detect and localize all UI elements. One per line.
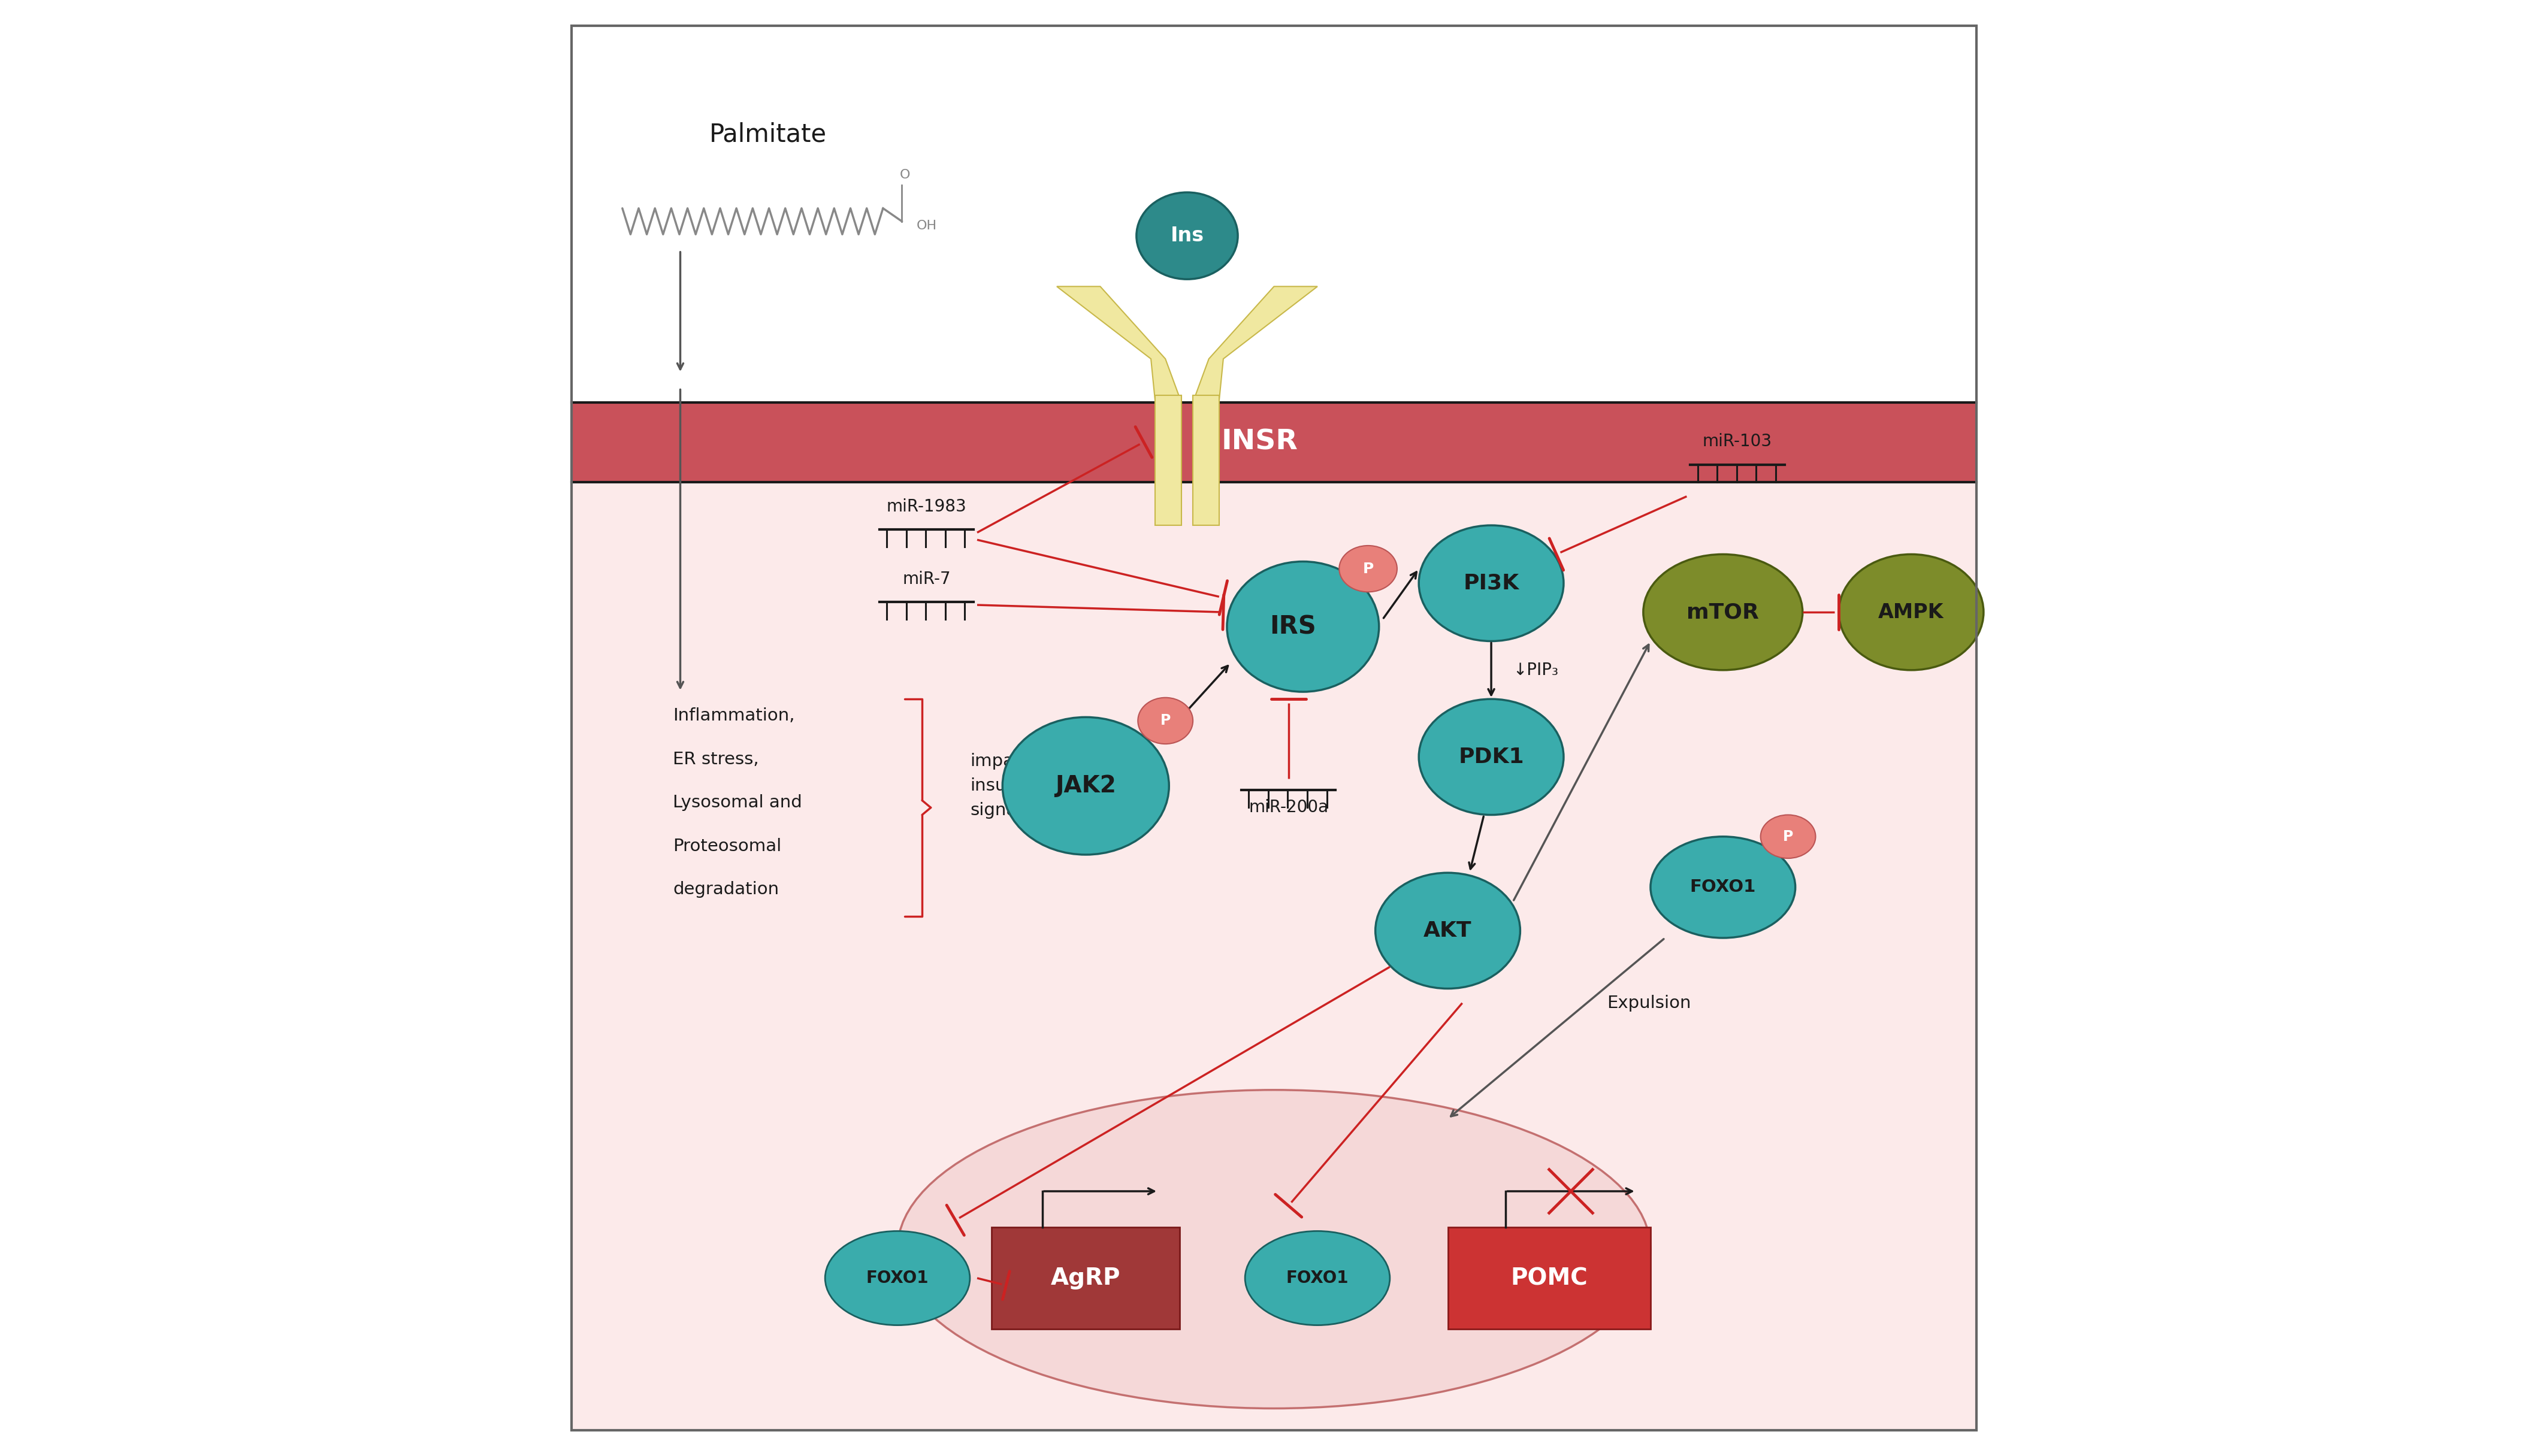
Text: mTOR: mTOR (1687, 601, 1758, 622)
Polygon shape (1192, 287, 1317, 402)
Ellipse shape (1761, 815, 1817, 858)
Text: ↓PIP₃: ↓PIP₃ (1514, 661, 1559, 678)
Text: Inflammation,: Inflammation, (673, 708, 795, 724)
Text: miR-1983: miR-1983 (887, 498, 966, 515)
Ellipse shape (1228, 562, 1378, 692)
Bar (571, 26, 1977, 402)
Polygon shape (1057, 287, 1182, 402)
Ellipse shape (1651, 837, 1796, 938)
Text: AMPK: AMPK (1878, 603, 1944, 622)
Text: P: P (1363, 562, 1373, 577)
Text: INSR: INSR (1220, 428, 1297, 456)
Ellipse shape (1340, 546, 1396, 593)
Text: PI3K: PI3K (1463, 574, 1519, 594)
Text: Proteosomal: Proteosomal (673, 837, 782, 855)
Text: AKT: AKT (1424, 920, 1473, 941)
Bar (1192, 395, 1218, 526)
Text: P: P (1784, 830, 1794, 844)
FancyBboxPatch shape (1447, 1227, 1651, 1329)
Text: JAK2: JAK2 (1055, 775, 1116, 798)
Text: AgRP: AgRP (1050, 1267, 1121, 1290)
Text: Expulsion: Expulsion (1608, 994, 1692, 1012)
Ellipse shape (1001, 718, 1170, 855)
Ellipse shape (1840, 555, 1982, 670)
Text: POMC: POMC (1511, 1267, 1587, 1290)
Text: ER stress,: ER stress, (673, 751, 759, 767)
Text: miR-103: miR-103 (1702, 432, 1773, 450)
Ellipse shape (1643, 555, 1801, 670)
Bar (571, 482, 1977, 1430)
Ellipse shape (897, 1091, 1651, 1408)
Bar (1154, 395, 1182, 526)
Ellipse shape (1419, 526, 1564, 641)
Text: P: P (1159, 713, 1170, 728)
Text: FOXO1: FOXO1 (866, 1270, 930, 1287)
Text: miR-200a: miR-200a (1249, 799, 1328, 815)
Text: O: O (899, 169, 910, 181)
Text: IRS: IRS (1269, 614, 1317, 639)
Ellipse shape (1136, 192, 1238, 280)
Text: impaired
insulin
signaling: impaired insulin signaling (971, 753, 1050, 818)
Text: miR-7: miR-7 (902, 571, 950, 587)
Text: Ins: Ins (1170, 226, 1203, 246)
Text: Lysosomal and: Lysosomal and (673, 795, 803, 811)
Text: OH: OH (917, 220, 938, 232)
Text: degradation: degradation (673, 881, 780, 898)
Text: PDK1: PDK1 (1457, 747, 1524, 767)
Ellipse shape (1139, 697, 1192, 744)
Bar (571, 402, 1977, 482)
Ellipse shape (826, 1232, 971, 1325)
Text: FOXO1: FOXO1 (1689, 879, 1756, 895)
Ellipse shape (1246, 1232, 1389, 1325)
Ellipse shape (1376, 872, 1521, 989)
Text: FOXO1: FOXO1 (1287, 1270, 1348, 1287)
Text: Palmitate: Palmitate (708, 122, 826, 147)
Ellipse shape (1419, 699, 1564, 815)
FancyBboxPatch shape (991, 1227, 1180, 1329)
